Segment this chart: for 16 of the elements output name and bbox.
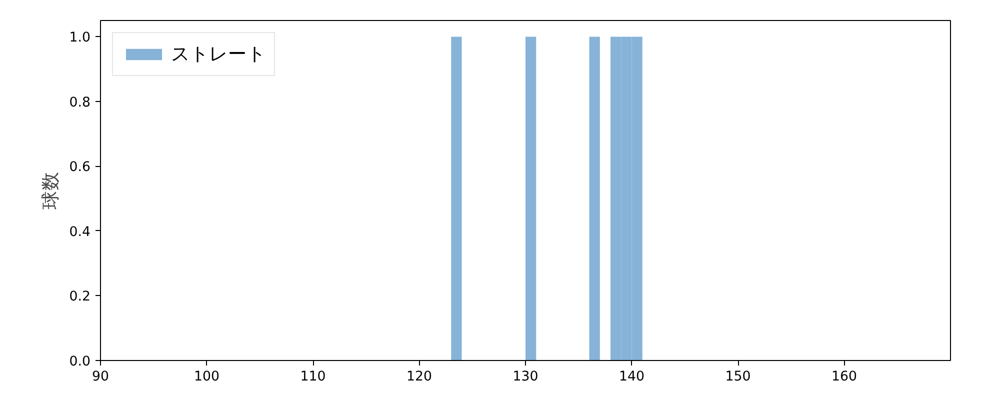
y-axis-title: 球数: [40, 172, 62, 210]
x-tick-label: 150: [725, 370, 751, 384]
legend-label: ストレート: [171, 43, 266, 67]
y-tick-label: 0.4: [69, 224, 91, 240]
x-tick-label: 130: [512, 370, 538, 384]
x-tick-label: 100: [194, 370, 220, 384]
x-tick-label: 160: [832, 370, 857, 384]
x-tick-label: 110: [300, 370, 326, 384]
y-tick-label: 0.0: [69, 354, 91, 370]
x-tick-label: 90: [92, 370, 109, 384]
y-tick-label: 0.2: [69, 290, 91, 305]
x-tick-label: 140: [619, 370, 644, 384]
y-tick-label: 1.0: [69, 30, 91, 46]
y-tick-label: 0.6: [69, 160, 91, 176]
x-tick-label: 120: [406, 370, 432, 384]
y-tick-label: 0.8: [69, 95, 91, 110]
